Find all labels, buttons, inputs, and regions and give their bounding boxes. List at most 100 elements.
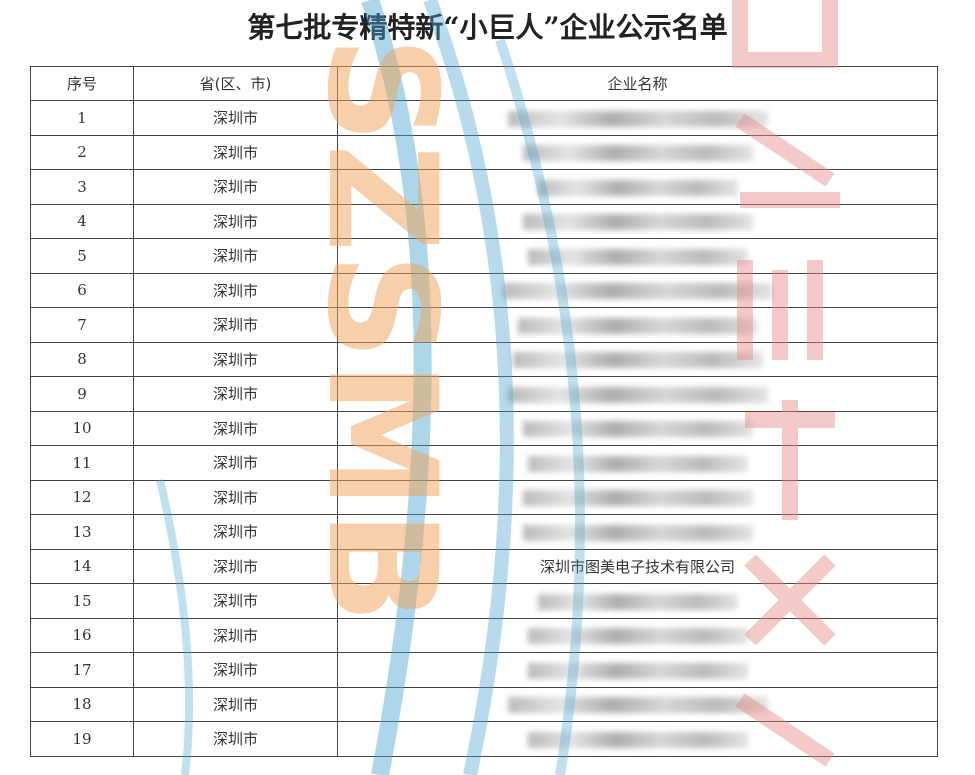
province: 深圳市 — [133, 169, 338, 205]
blurred-text — [517, 317, 758, 334]
table-row: 4 深圳市 — [30, 203, 938, 239]
province: 深圳市 — [133, 341, 338, 377]
column-header: 省(区、市) — [133, 66, 338, 101]
company-name-blurred — [337, 583, 938, 619]
row-number: 5 — [30, 238, 134, 274]
province: 深圳市 — [133, 583, 338, 619]
company-name-blurred — [337, 134, 938, 170]
company-table: 序号 省(区、市) 企业名称 1 深圳市 2 深圳市 3 深圳市 4 深圳市 5 深圳市 6 深圳市 7 深圳… — [30, 66, 938, 757]
blurred-text — [522, 421, 753, 438]
table-row: 8 深圳市 — [30, 341, 938, 377]
province: 深圳市 — [133, 203, 338, 239]
blurred-text — [527, 731, 748, 748]
blurred-text — [522, 524, 753, 541]
table-row: 18 深圳市 — [30, 686, 938, 722]
company-name-blurred — [337, 617, 938, 653]
company-name-blurred — [337, 686, 938, 722]
row-number: 6 — [30, 272, 134, 308]
blurred-text — [512, 352, 763, 369]
company-name: 深圳市图美电子技术有限公司 — [337, 548, 938, 584]
header-row: 序号 省(区、市) 企业名称 — [30, 66, 938, 101]
table-row: 6 深圳市 — [30, 272, 938, 308]
province: 深圳市 — [133, 514, 338, 550]
row-number: 15 — [30, 583, 134, 619]
row-number: 16 — [30, 617, 134, 653]
table-row: 15 深圳市 — [30, 583, 938, 619]
blurred-text — [522, 214, 753, 231]
company-name-blurred — [337, 479, 938, 515]
blurred-text — [527, 662, 748, 679]
blurred-text — [527, 628, 748, 645]
row-number: 12 — [30, 479, 134, 515]
blurred-text — [527, 455, 748, 472]
row-number: 9 — [30, 376, 134, 412]
row-number: 1 — [30, 100, 134, 136]
row-number: 14 — [30, 548, 134, 584]
table-row: 3 深圳市 — [30, 169, 938, 205]
table-row: 13 深圳市 — [30, 514, 938, 550]
province: 深圳市 — [133, 721, 338, 757]
province: 深圳市 — [133, 548, 338, 584]
row-number: 8 — [30, 341, 134, 377]
company-name-blurred — [337, 376, 938, 412]
province: 深圳市 — [133, 479, 338, 515]
company-name-blurred — [337, 169, 938, 205]
company-name-blurred — [337, 721, 938, 757]
row-number: 13 — [30, 514, 134, 550]
blurred-text — [537, 593, 738, 610]
column-header: 企业名称 — [337, 66, 938, 101]
row-number: 17 — [30, 652, 134, 688]
row-number: 10 — [30, 410, 134, 446]
table-row: 12 深圳市 — [30, 479, 938, 515]
table-row: 14 深圳市 深圳市图美电子技术有限公司 — [30, 548, 938, 584]
company-name-blurred — [337, 341, 938, 377]
province: 深圳市 — [133, 686, 338, 722]
table-row: 5 深圳市 — [30, 238, 938, 274]
table-row: 7 深圳市 — [30, 307, 938, 343]
province: 深圳市 — [133, 100, 338, 136]
province: 深圳市 — [133, 376, 338, 412]
table-row: 1 深圳市 — [30, 100, 938, 136]
province: 深圳市 — [133, 134, 338, 170]
company-name-blurred — [337, 652, 938, 688]
table-row: 17 深圳市 — [30, 652, 938, 688]
row-number: 11 — [30, 445, 134, 481]
company-name-blurred — [337, 445, 938, 481]
company-name-blurred — [337, 203, 938, 239]
company-name-blurred — [337, 272, 938, 308]
company-name-blurred — [337, 307, 938, 343]
row-number: 2 — [30, 134, 134, 170]
row-number: 18 — [30, 686, 134, 722]
table-row: 11 深圳市 — [30, 445, 938, 481]
table-row: 9 深圳市 — [30, 376, 938, 412]
row-number: 19 — [30, 721, 134, 757]
company-name-blurred — [337, 514, 938, 550]
province: 深圳市 — [133, 238, 338, 274]
blurred-text — [522, 490, 753, 507]
row-number: 7 — [30, 307, 134, 343]
blurred-text — [522, 145, 753, 162]
province: 深圳市 — [133, 272, 338, 308]
province: 深圳市 — [133, 410, 338, 446]
table-row: 19 深圳市 — [30, 721, 938, 757]
company-name-blurred — [337, 100, 938, 136]
blurred-text — [507, 697, 768, 714]
table-row: 2 深圳市 — [30, 134, 938, 170]
blurred-text — [527, 248, 748, 265]
province: 深圳市 — [133, 652, 338, 688]
province: 深圳市 — [133, 307, 338, 343]
row-number: 4 — [30, 203, 134, 239]
blurred-text — [537, 179, 738, 196]
blurred-text — [507, 386, 768, 403]
company-name-blurred — [337, 410, 938, 446]
title: 第七批专精特新“小巨人”企业公示名单 — [247, 11, 728, 44]
table-row: 16 深圳市 — [30, 617, 938, 653]
blurred-text — [502, 283, 773, 300]
table-row: 10 深圳市 — [30, 410, 938, 446]
company-name-blurred — [337, 238, 938, 274]
blurred-text — [507, 110, 768, 127]
row-number: 3 — [30, 169, 134, 205]
province: 深圳市 — [133, 617, 338, 653]
province: 深圳市 — [133, 445, 338, 481]
